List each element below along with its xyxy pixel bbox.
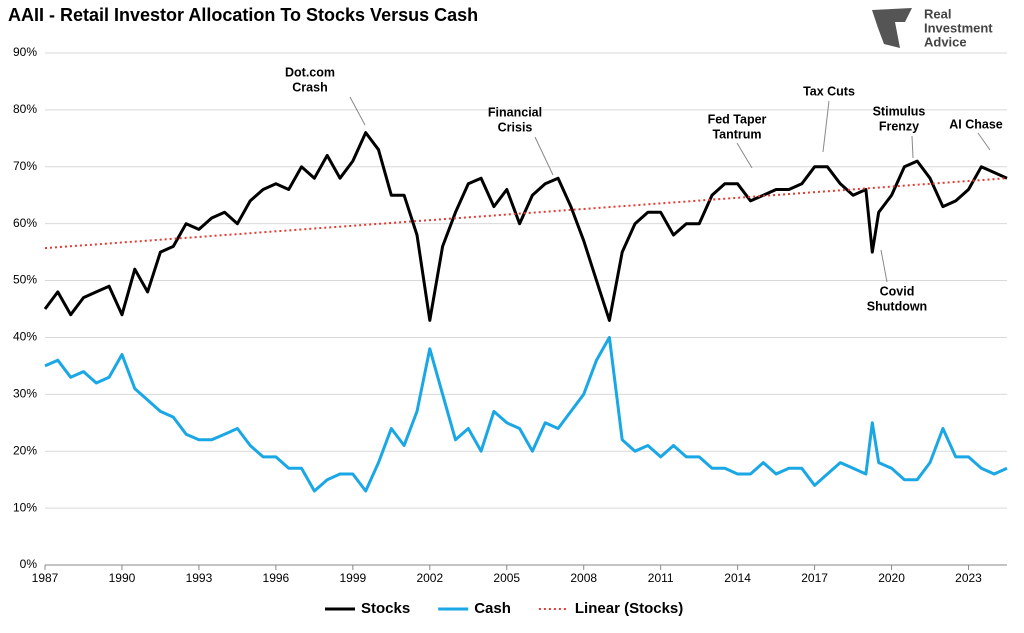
x-tick-label: 2005 xyxy=(493,571,520,585)
series-line xyxy=(44,177,1008,250)
y-tick-label: 40% xyxy=(13,330,37,344)
logo-icon xyxy=(872,8,912,48)
y-tick-label: 50% xyxy=(13,273,37,287)
y-tick-label: 90% xyxy=(13,45,37,59)
x-tick-label: 1999 xyxy=(339,571,366,585)
annotation: AI Chase xyxy=(949,117,1003,131)
x-tick-label: 2023 xyxy=(955,571,982,585)
legend-label: Cash xyxy=(474,600,511,617)
x-tick-label: 1990 xyxy=(109,571,136,585)
x-tick-label: 2020 xyxy=(878,571,905,585)
x-tick-label: 1993 xyxy=(186,571,213,585)
series-line xyxy=(44,335,1008,493)
logo-text: Investment xyxy=(924,20,993,35)
annotation-leader xyxy=(534,136,554,176)
annotation: Tax Cuts xyxy=(803,84,855,98)
y-tick-label: 70% xyxy=(13,159,37,173)
x-tick-label: 1996 xyxy=(263,571,290,585)
x-tick-label: 2011 xyxy=(648,571,674,585)
x-tick-label: 2014 xyxy=(724,571,751,585)
annotation: Stimulus xyxy=(873,104,926,118)
annotation: Crash xyxy=(292,80,327,94)
annotation-leader xyxy=(977,132,991,151)
legend-label: Stocks xyxy=(361,600,410,617)
annotation-leader xyxy=(911,135,914,159)
annotation: Fed Taper xyxy=(708,112,767,126)
y-tick-label: 0% xyxy=(20,557,38,571)
annotation: Frenzy xyxy=(879,119,919,133)
legend-label: Linear (Stocks) xyxy=(575,600,683,617)
x-tick-label: 2002 xyxy=(416,571,443,585)
y-tick-label: 80% xyxy=(13,102,37,116)
annotation-leader xyxy=(822,100,830,153)
logo-text: Real xyxy=(924,6,951,21)
annotation: Crisis xyxy=(498,120,533,134)
logo: Real Investment Advice xyxy=(872,6,993,49)
logo-text: Advice xyxy=(924,34,967,49)
chart-title: AAII - Retail Investor Allocation To Sto… xyxy=(8,5,478,25)
annotation-leader xyxy=(880,249,888,283)
x-tick-label: 1987 xyxy=(32,571,59,585)
annotation: Dot.com xyxy=(285,65,335,79)
y-tick-label: 60% xyxy=(13,216,37,230)
x-tick-label: 2008 xyxy=(570,571,597,585)
annotation: Covid xyxy=(880,284,915,298)
annotation: Shutdown xyxy=(867,299,927,313)
x-tick-label: 2017 xyxy=(801,571,828,585)
annotation-leader xyxy=(349,96,366,126)
annotation: Tantrum xyxy=(712,127,761,141)
y-tick-label: 20% xyxy=(13,443,37,457)
y-tick-label: 30% xyxy=(13,387,37,401)
annotation: Financial xyxy=(488,105,542,119)
series-line xyxy=(43,131,1008,322)
y-tick-label: 10% xyxy=(13,500,37,514)
annotation-leader xyxy=(736,142,753,169)
